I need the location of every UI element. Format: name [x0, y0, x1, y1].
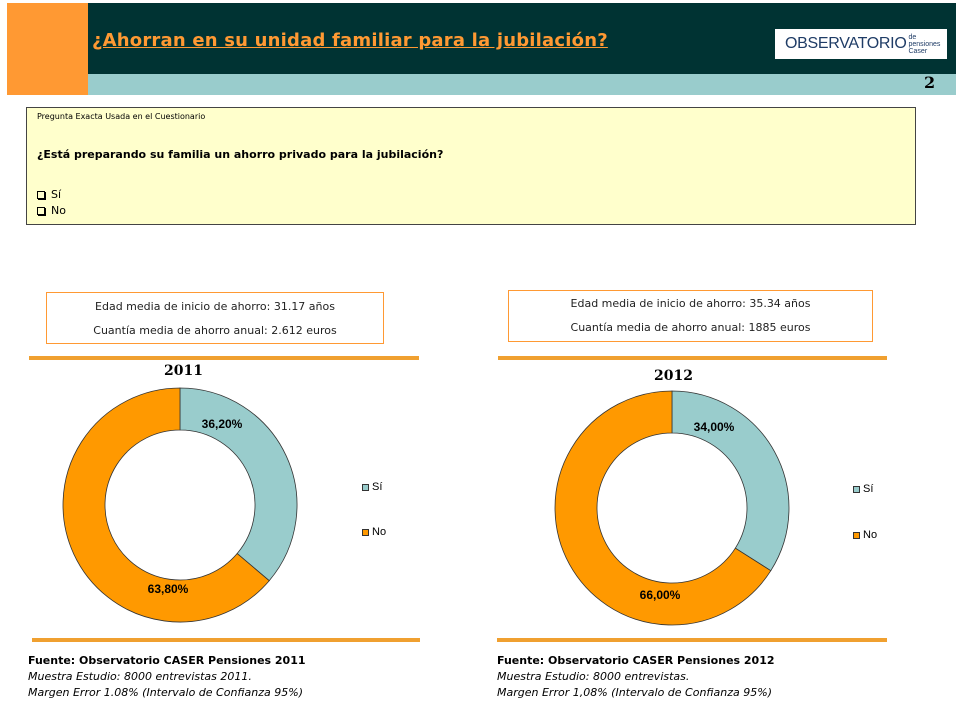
legend-item-si-2012: Sí: [853, 483, 873, 495]
legend-item-no-2011: No: [362, 526, 386, 538]
source-title-2011: Fuente: Observatorio CASER Pensiones 201…: [28, 654, 306, 667]
legend-swatch-icon: [853, 485, 860, 493]
stat-age-2012: Edad media de inicio de ahorro: 35.34 añ…: [570, 297, 811, 310]
source-note-2012: Fuente: Observatorio CASER Pensiones 201…: [497, 653, 775, 701]
divider-bottom-2011: [32, 638, 420, 642]
source-note-2011: Fuente: Observatorio CASER Pensiones 201…: [28, 653, 306, 701]
donut-slice-si: [671, 390, 790, 572]
stats-box-2011: Edad media de inicio de ahorro: 31.17 añ…: [46, 292, 384, 344]
checkbox-icon: [37, 206, 45, 215]
donut-slice-si: [179, 387, 298, 582]
legend-item-no-2012: No: [853, 529, 877, 541]
header-accent-block: [7, 3, 88, 95]
source-sample-2011: Muestra Estudio: 8000 entrevistas 2011.: [28, 670, 252, 683]
donut-data-label: 63,80%: [148, 582, 189, 596]
source-error-2011: Margen Error 1.08% (Intervalo de Confian…: [28, 686, 303, 699]
observatorio-logo: OBSERVATORIO de pensiones Caser: [775, 29, 947, 59]
source-sample-2012: Muestra Estudio: 8000 entrevistas.: [497, 670, 690, 683]
legend-swatch-icon: [362, 528, 369, 536]
page-title: ¿Ahorran en su unidad familiar para la j…: [92, 30, 608, 51]
question-option-no: No: [37, 204, 66, 217]
legend-label: Sí: [863, 483, 874, 495]
logo-sub-line-2: Caser: [908, 47, 928, 55]
question-label: Pregunta Exacta Usada en el Cuestionario: [37, 112, 206, 121]
question-box: Pregunta Exacta Usada en el Cuestionario…: [26, 107, 916, 225]
logo-sub-text: de pensiones Caser: [908, 34, 947, 55]
chart-title-2012: 2012: [654, 368, 693, 384]
stat-amount-2012: Cuantía media de ahorro anual: 1885 euro…: [570, 321, 811, 334]
legend-label: No: [372, 526, 387, 538]
legend-item-si-2011: Sí: [362, 481, 382, 493]
logo-sub-line-1: de pensiones: [908, 33, 941, 48]
logo-main-text: OBSERVATORIO: [785, 35, 907, 52]
legend-swatch-icon: [853, 531, 860, 539]
donut-data-label: 36,20%: [202, 417, 243, 431]
divider-top-2012: [498, 356, 887, 360]
donut-data-label: 34,00%: [694, 420, 735, 434]
stats-box-2012: Edad media de inicio de ahorro: 35.34 añ…: [508, 290, 873, 342]
donut-data-label: 66,00%: [640, 588, 681, 602]
source-title-2012: Fuente: Observatorio CASER Pensiones 201…: [497, 654, 775, 667]
header-subbar: [7, 74, 956, 95]
page-number: 2: [924, 73, 936, 92]
stat-amount-2011: Cuantía media de ahorro anual: 2.612 eur…: [93, 324, 337, 337]
legend-label: No: [863, 529, 878, 541]
donut-slice-no: [62, 387, 270, 623]
divider-top-2011: [29, 356, 419, 360]
donut-slice-no: [554, 390, 772, 626]
question-option-label: Sí: [51, 188, 62, 201]
question-text: ¿Está preparando su familia un ahorro pr…: [37, 148, 444, 161]
question-option-si: Sí: [37, 188, 61, 201]
chart-title-2011: 2011: [164, 363, 203, 379]
divider-bottom-2012: [497, 638, 887, 642]
donut-chart-2011: 36,20% 63,80%: [62, 387, 298, 623]
checkbox-icon: [37, 190, 45, 199]
source-error-2012: Margen Error 1,08% (Intervalo de Confian…: [497, 686, 772, 699]
legend-label: Sí: [372, 481, 383, 493]
stat-age-2011: Edad media de inicio de ahorro: 31.17 añ…: [95, 300, 335, 313]
legend-swatch-icon: [362, 483, 369, 491]
donut-chart-2012: 34,00% 66,00%: [554, 390, 790, 626]
question-option-label: No: [51, 204, 66, 217]
